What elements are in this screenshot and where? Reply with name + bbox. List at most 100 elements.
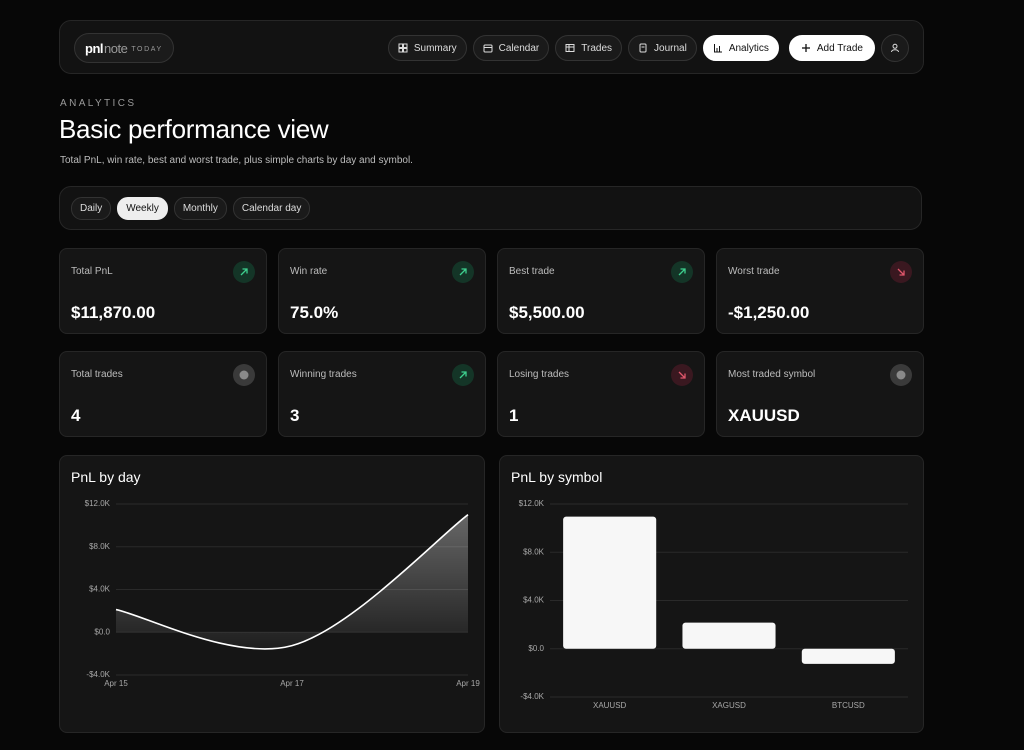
page-title: Basic performance view (59, 114, 329, 144)
stat-value: 75.0% (290, 303, 339, 322)
y-tick-label: $0.0 (528, 644, 544, 653)
trend-icon (890, 364, 912, 386)
trend-icon (452, 364, 474, 386)
nav-bar: pnl note TODAY Summary Calendar Trades Journa… (59, 20, 924, 74)
stat-label: Total trades (71, 369, 123, 380)
y-tick-label: $0.0 (94, 627, 110, 636)
trend-glyph (896, 370, 906, 380)
x-tick-label: Apr 15 (104, 679, 128, 688)
nav-button[interactable]: Trades (555, 35, 623, 61)
y-tick-label: $8.0K (89, 542, 111, 551)
y-tick-label: -$4.0K (86, 670, 110, 679)
trend-icon (890, 261, 912, 283)
logo-note: note (104, 40, 128, 56)
trend-icon (233, 364, 255, 386)
nav-icon (639, 43, 647, 53)
stat-label: Total PnL (71, 266, 113, 277)
y-tick-label: -$4.0K (520, 692, 544, 701)
y-tick-label: $12.0K (519, 499, 545, 508)
page-subtitle: Total PnL, win rate, best and worst trad… (60, 155, 413, 166)
chart-title: PnL by symbol (511, 469, 603, 485)
trend-glyph (240, 268, 248, 276)
nav-button[interactable]: Summary (387, 35, 467, 61)
trend-glyph (239, 370, 249, 380)
plus-icon (801, 44, 810, 52)
bar (563, 516, 657, 649)
nav-button[interactable]: Journal (628, 35, 697, 61)
x-tick-label: XAUUSD (593, 701, 627, 710)
area (116, 514, 468, 649)
stat-card: Total trades 4 (59, 351, 267, 437)
y-tick-label: $4.0K (523, 596, 545, 605)
nav-icon (483, 44, 493, 53)
trend-glyph (459, 371, 467, 379)
stat-label: Losing trades (509, 369, 570, 380)
chart-card: PnL by day -$4.0K $0.0 $4.0K $8.0K $12.0K Apr… (59, 455, 485, 733)
y-tick-label: $8.0K (523, 547, 545, 556)
trend-icon (671, 261, 693, 283)
stat-value: $11,870.00 (71, 303, 156, 322)
chart-card: PnL by symbol -$4.0K $0.0 $4.0K $8.0K $12.0K… (499, 455, 924, 733)
y-tick-label: $12.0K (85, 499, 111, 508)
stat-card: Losing trades 1 (497, 351, 705, 437)
nav-label: Summary (413, 42, 457, 54)
nav-icon (565, 44, 575, 52)
stat-card: Win rate 75.0% (278, 248, 486, 334)
nav-icon (713, 44, 722, 53)
trend-glyph (459, 268, 467, 276)
trend-icon (452, 261, 474, 283)
trend-icon (671, 364, 693, 386)
period-button[interactable]: Daily (71, 196, 112, 220)
stat-label: Winning trades (290, 369, 357, 380)
eyebrow: ANALYTICS (60, 98, 137, 109)
add-trade-label: Add Trade (816, 42, 863, 54)
period-button[interactable]: Monthly (173, 196, 227, 220)
nav-buttons: Summary Calendar Trades Journal Analytics Add… (387, 34, 909, 62)
x-tick-label: Apr 17 (280, 679, 304, 688)
period-button[interactable]: Calendar day (232, 196, 311, 220)
trend-glyph (678, 371, 686, 379)
logo[interactable]: pnl note TODAY (74, 33, 174, 63)
x-tick-label: XAGUSD (712, 701, 746, 710)
logo-today: TODAY (131, 45, 163, 53)
stat-label: Best trade (509, 266, 555, 277)
nav-label: Analytics (728, 42, 769, 54)
trend-glyph (897, 268, 905, 276)
nav-label: Calendar (498, 42, 540, 54)
stat-label: Win rate (290, 266, 328, 277)
nav-icon (398, 43, 408, 53)
stat-label: Most traded symbol (728, 369, 816, 380)
stat-label: Worst trade (728, 266, 780, 277)
nav-button[interactable]: Calendar (472, 35, 550, 61)
chart-title: PnL by day (71, 469, 141, 485)
stat-value: 4 (71, 406, 81, 425)
stat-value: XAUUSD (728, 406, 800, 425)
nav-button[interactable]: Analytics (702, 35, 779, 61)
x-tick-label: Apr 19 (456, 679, 480, 688)
period-filter: Daily Weekly Monthly Calendar day (59, 186, 922, 230)
x-tick-label: BTCUSD (832, 701, 865, 710)
line (115, 514, 469, 650)
nav-label: Trades (581, 42, 613, 54)
stat-card: Most traded symbol XAUUSD (716, 351, 924, 437)
stat-card: Best trade $5,500.00 (497, 248, 705, 334)
trend-icon (233, 261, 255, 283)
logo-pnl: pnl (85, 40, 104, 56)
profile-button[interactable] (881, 34, 909, 62)
period-button[interactable]: Weekly (117, 196, 168, 220)
profile-icon (891, 43, 899, 53)
add-trade-button[interactable]: Add Trade (788, 35, 875, 61)
y-tick-label: $4.0K (89, 585, 111, 594)
nav-label: Journal (654, 42, 687, 54)
stat-value: $5,500.00 (509, 303, 585, 322)
stat-value: 3 (290, 406, 300, 425)
stat-card: Worst trade -$1,250.00 (716, 248, 924, 334)
stat-card: Total PnL $11,870.00 (59, 248, 267, 334)
chart: -$4.0K $0.0 $4.0K $8.0K $12.0K XAUUSD XAGUSD BT… (519, 499, 908, 710)
trend-glyph (678, 268, 686, 276)
bar (801, 648, 895, 664)
chart: -$4.0K $0.0 $4.0K $8.0K $12.0K Apr 15 Apr 17 Ap… (85, 499, 481, 688)
bar (682, 622, 776, 649)
stat-value: 1 (509, 406, 519, 425)
